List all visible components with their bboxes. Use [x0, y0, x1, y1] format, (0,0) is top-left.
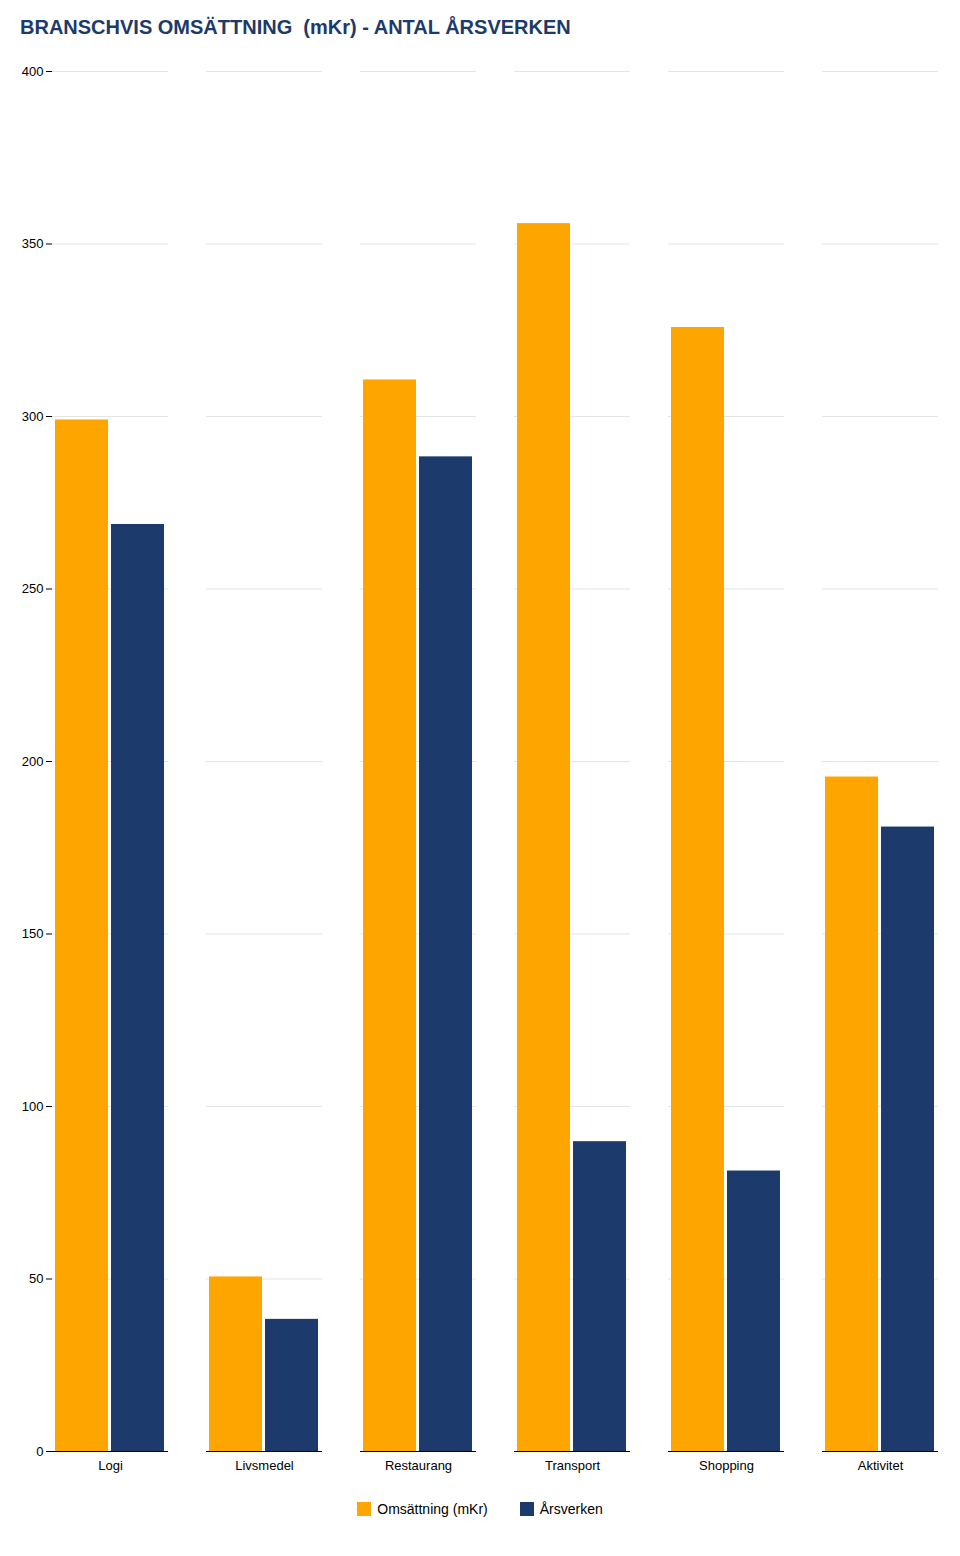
svg-text:250: 250 [22, 581, 44, 596]
svg-text:300: 300 [22, 409, 44, 424]
svg-text:0: 0 [36, 1444, 43, 1459]
svg-text:Aktivitet: Aktivitet [858, 1458, 904, 1473]
svg-text:100: 100 [22, 1099, 44, 1114]
svg-text:350: 350 [22, 236, 44, 251]
svg-text:50: 50 [29, 1271, 43, 1286]
html-text:Omsättning (mKr): Omsättning (mKr) [377, 1501, 488, 1517]
html-text:BRANSCHVIS OMSÄTTNING (mKr) -: BRANSCHVIS OMSÄTTNING (mKr) - ANTAL ÅRSV… [20, 16, 571, 38]
svg-text:Shopping: Shopping [699, 1458, 754, 1473]
svg-text:Transport: Transport [545, 1458, 601, 1473]
svg-text:400: 400 [22, 64, 44, 79]
svg-text:Livsmedel: Livsmedel [235, 1458, 294, 1473]
svg-text:150: 150 [22, 926, 44, 941]
svg-text:Logi: Logi [98, 1458, 123, 1473]
svg-text:Restaurang: Restaurang [385, 1458, 452, 1473]
html-text:Årsverken: Årsverken [539, 1501, 603, 1517]
svg-text:200: 200 [22, 754, 44, 769]
